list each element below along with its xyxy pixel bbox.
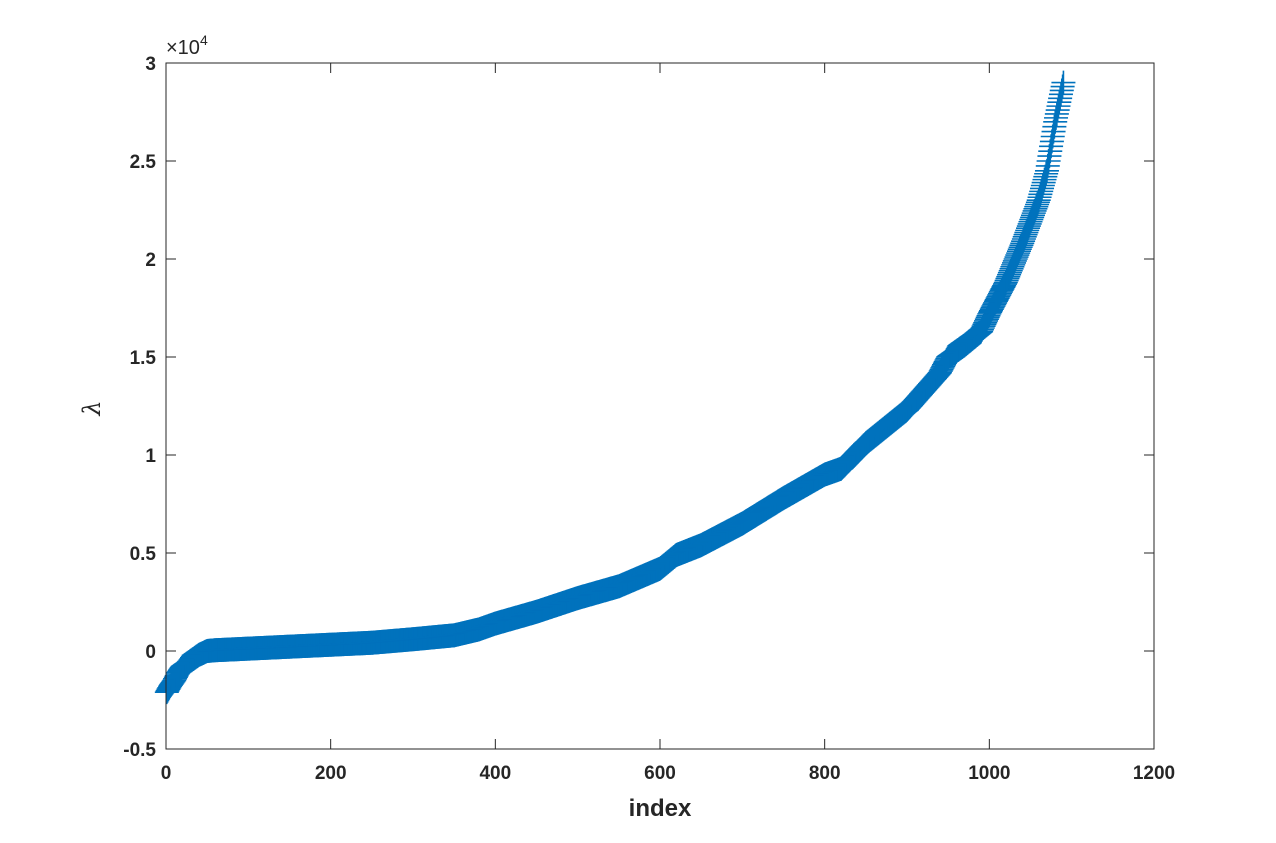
x-axis-label: index — [629, 795, 692, 822]
data-point — [1029, 179, 1054, 204]
data-point — [1050, 74, 1075, 99]
data-point — [1024, 194, 1049, 219]
x-tick-label: 1000 — [968, 763, 1010, 784]
data-point — [973, 310, 998, 335]
data-point — [1051, 70, 1076, 95]
y-exponent-base: ×10 — [166, 37, 200, 59]
data-point — [992, 273, 1017, 298]
data-point — [1037, 144, 1062, 169]
x-tick-label: 0 — [161, 763, 172, 784]
data-point — [969, 319, 994, 344]
y-tick-label: 3 — [145, 54, 156, 75]
x-tick-label: 800 — [809, 763, 841, 784]
y-tick-label: 0 — [145, 642, 156, 663]
data-point — [971, 314, 996, 339]
y-tick-label: 1 — [145, 446, 156, 467]
data-point — [1042, 114, 1067, 139]
data-point — [1032, 167, 1057, 192]
data-point — [1034, 158, 1059, 183]
y-tick-label: 0.5 — [130, 544, 157, 565]
data-point — [970, 315, 995, 340]
y-axis-ticks: -0.5 0 0.5 1 1.5 2 2.5 3 — [123, 54, 1154, 761]
y-exponent-power: 4 — [200, 32, 208, 48]
y-tick-label: -0.5 — [123, 740, 156, 761]
data-point — [1030, 173, 1055, 198]
data-point — [1026, 188, 1051, 213]
y-tick-label: 2 — [145, 250, 156, 271]
data-point — [1028, 182, 1053, 207]
data-point — [1040, 124, 1065, 149]
y-tick-label: 1.5 — [130, 348, 157, 369]
data-point — [1031, 170, 1056, 195]
x-tick-label: 600 — [644, 763, 676, 784]
data-point — [969, 317, 994, 342]
data-point — [1030, 176, 1055, 201]
data-point — [1039, 134, 1064, 159]
x-tick-label: 200 — [315, 763, 347, 784]
data-points — [154, 70, 1076, 705]
data-point — [1038, 139, 1063, 164]
x-tick-label: 400 — [479, 763, 511, 784]
data-point — [1039, 129, 1064, 154]
data-point — [1027, 185, 1052, 210]
x-axis-ticks: 0 200 400 600 800 1000 1200 — [161, 63, 1175, 784]
data-point — [1036, 149, 1061, 173]
y-tick-label: 2.5 — [130, 152, 157, 173]
data-point — [1033, 164, 1058, 189]
data-point — [972, 312, 997, 337]
data-point — [1035, 153, 1060, 178]
data-point — [1041, 119, 1066, 144]
y-exponent-label: ×104 — [166, 32, 208, 59]
x-tick-label: 1200 — [1133, 763, 1175, 784]
y-axis-label: λ — [78, 400, 106, 416]
